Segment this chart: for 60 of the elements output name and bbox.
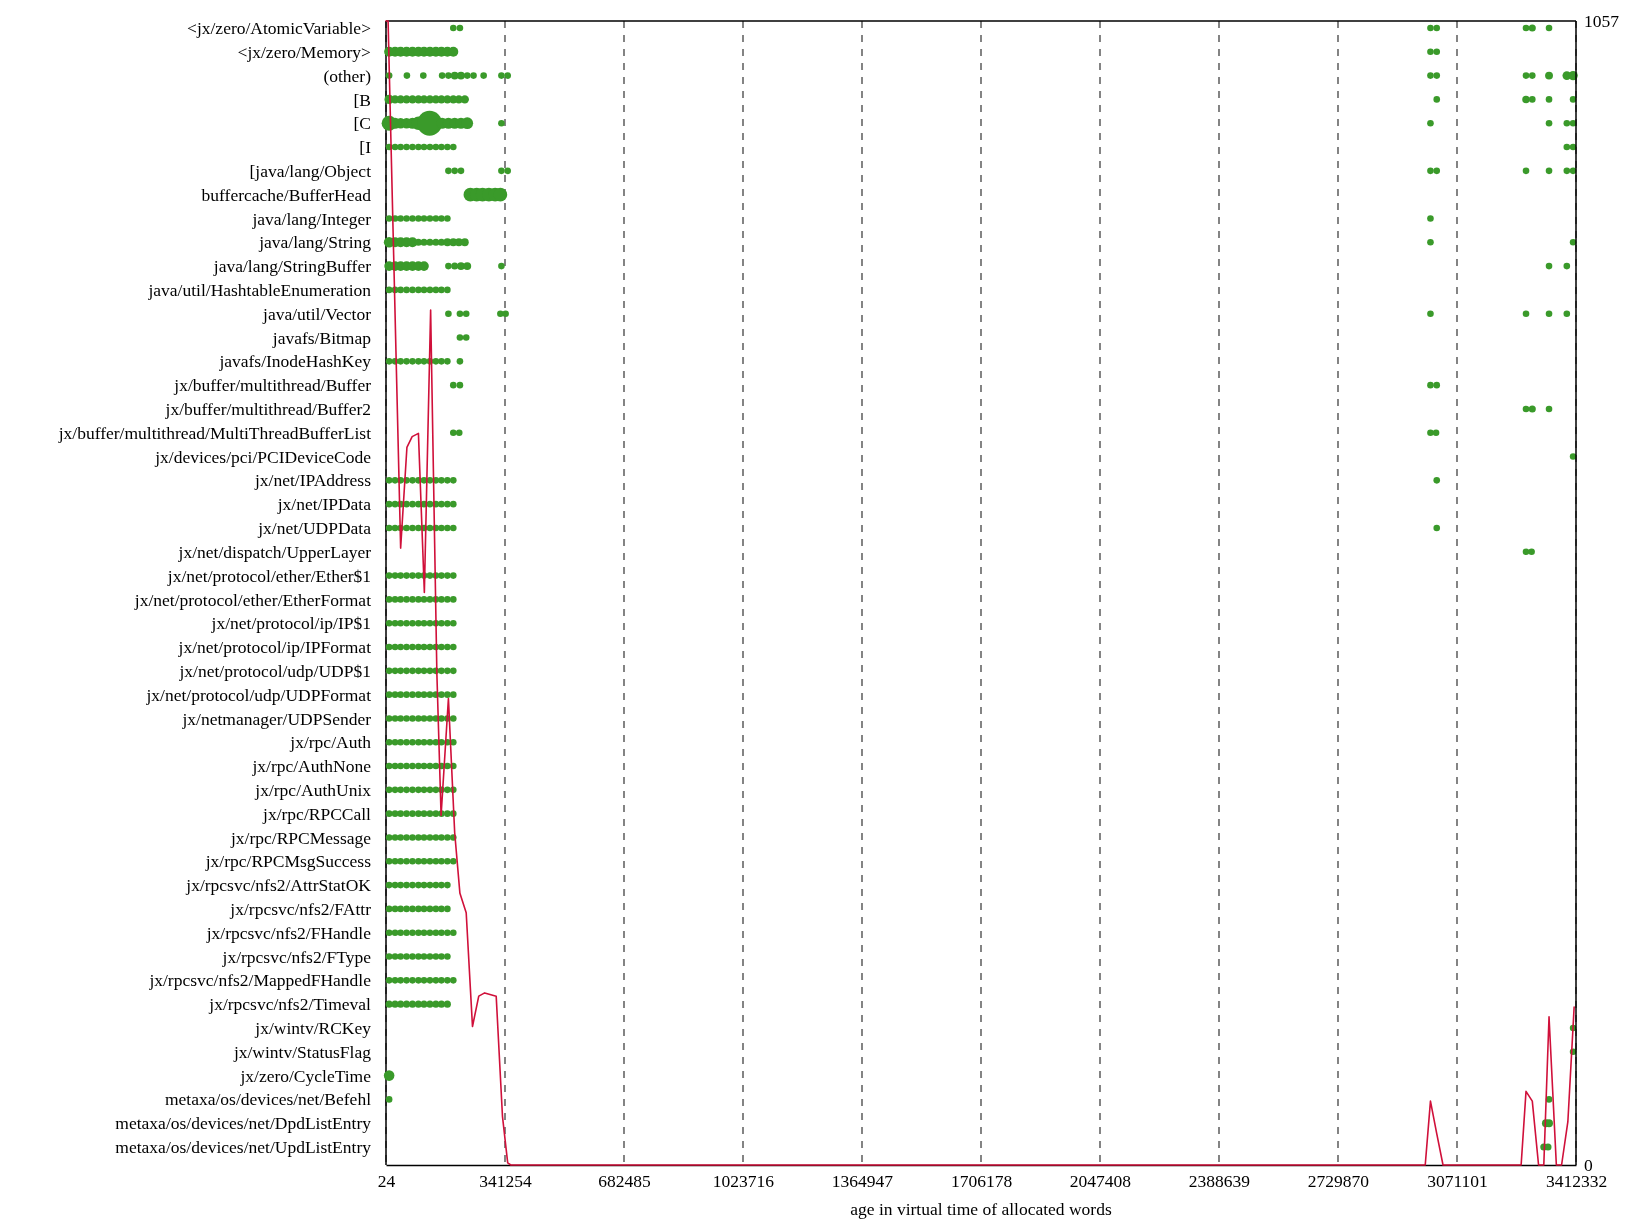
x-axis-title: age in virtual time of allocated words [850, 1199, 1112, 1219]
x-tick-label: 341254 [479, 1171, 532, 1192]
y-tick-label: [C [353, 113, 371, 134]
x-tick-label: 3071101 [1427, 1171, 1488, 1192]
x-tick-label: 2047408 [1069, 1171, 1132, 1192]
y-tick-label: jx/wintv/StatusFlag [232, 1041, 372, 1062]
y-tick-label: (other) [323, 65, 372, 86]
y-tick-label: buffercache/BufferHead [201, 184, 372, 205]
y-tick-label: jx/net/protocol/ip/IPFormat [177, 637, 372, 658]
y-tick-label: jx/buffer/multithread/Buffer [173, 375, 372, 396]
x-tick-label: 682485 [598, 1171, 651, 1192]
y-tick-label: jx/rpcsvc/nfs2/MappedFHandle [148, 970, 372, 991]
y-tick-label: <jx/zero/AtomicVariable> [187, 18, 372, 39]
y-tick-label: jx/rpcsvc/nfs2/FAttr [229, 899, 372, 920]
y-tick-label: jx/rpcsvc/nfs2/Timeval [208, 994, 372, 1015]
y-tick-label: metaxa/os/devices/net/Befehl [164, 1089, 372, 1110]
y-tick-label: jx/rpc/RPCCall [262, 803, 372, 824]
y-tick-label: jx/net/protocol/udp/UDP$1 [178, 660, 371, 681]
y-tick-label: jx/wintv/RCKey [254, 1018, 372, 1039]
y-tick-label: jx/net/IPData [276, 494, 372, 515]
x-tick-label: 1023716 [712, 1171, 775, 1192]
y-tick-label: jx/rpcsvc/nfs2/FType [221, 946, 372, 967]
x-tick-label: 24 [377, 1171, 396, 1192]
y-tick-label: java/lang/StringBuffer [212, 256, 372, 277]
y-tick-label: jx/net/protocol/ether/EtherFormat [133, 589, 372, 610]
y-tick-label: jx/buffer/multithread/Buffer2 [164, 399, 371, 420]
y-tick-label: jx/rpcsvc/nfs2/AttrStatOK [185, 875, 372, 896]
y-tick-label: jx/netmanager/UDPSender [181, 708, 372, 729]
y-tick-label: [I [359, 137, 372, 158]
y-tick-label: 1057 [1584, 11, 1620, 32]
x-tick-label: 1706178 [950, 1171, 1013, 1192]
y-tick-label: jx/devices/pci/PCIDeviceCode [154, 446, 372, 467]
y-tick-label: java/util/HashtableEnumeration [147, 279, 372, 300]
y-tick-label: jx/net/protocol/ether/Ether$1 [166, 565, 371, 586]
y-tick-label: jx/rpcsvc/nfs2/FHandle [205, 922, 372, 943]
y-tick-label: metaxa/os/devices/net/DpdListEntry [115, 1113, 372, 1134]
y-tick-label: jx/buffer/multithread/MultiThreadBufferList [57, 422, 372, 443]
y-tick-label: [B [353, 89, 371, 110]
y-tick-label: jx/zero/CycleTime [239, 1065, 372, 1086]
y-tick-label: jx/net/protocol/udp/UDPFormat [145, 684, 372, 705]
y-tick-label: java/lang/String [258, 232, 372, 253]
y-tick-label: jx/rpc/RPCMessage [230, 827, 372, 848]
y-tick-label: <jx/zero/Memory> [237, 41, 372, 62]
y-tick-label: jx/rpc/AuthUnix [254, 779, 372, 800]
y-tick-label: jx/rpc/Auth [289, 732, 372, 753]
y-tick-label: metaxa/os/devices/net/UpdListEntry [115, 1137, 372, 1158]
x-tick-label: 2729870 [1307, 1171, 1370, 1192]
x-tick-label: 2388639 [1188, 1171, 1251, 1192]
y-tick-label: javafs/Bitmap [271, 327, 372, 348]
y-tick-label: jx/net/protocol/ip/IP$1 [210, 613, 371, 634]
y-tick-label: jx/net/dispatch/UpperLayer [177, 541, 372, 562]
y-tick-label: java/lang/Integer [251, 208, 372, 229]
y-tick-label: jx/net/IPAddress [253, 470, 372, 491]
y-tick-label: jx/net/UDPData [257, 518, 372, 539]
y-tick-label: [java/lang/Object [249, 160, 372, 181]
y-tick-label: jx/rpc/AuthNone [251, 756, 372, 777]
x-tick-label: 1364947 [831, 1171, 894, 1192]
y-tick-label: jx/rpc/RPCMsgSuccess [204, 851, 372, 872]
y-tick-label: java/util/Vector [262, 303, 372, 324]
y-tick-label: javafs/InodeHashKey [218, 351, 372, 372]
